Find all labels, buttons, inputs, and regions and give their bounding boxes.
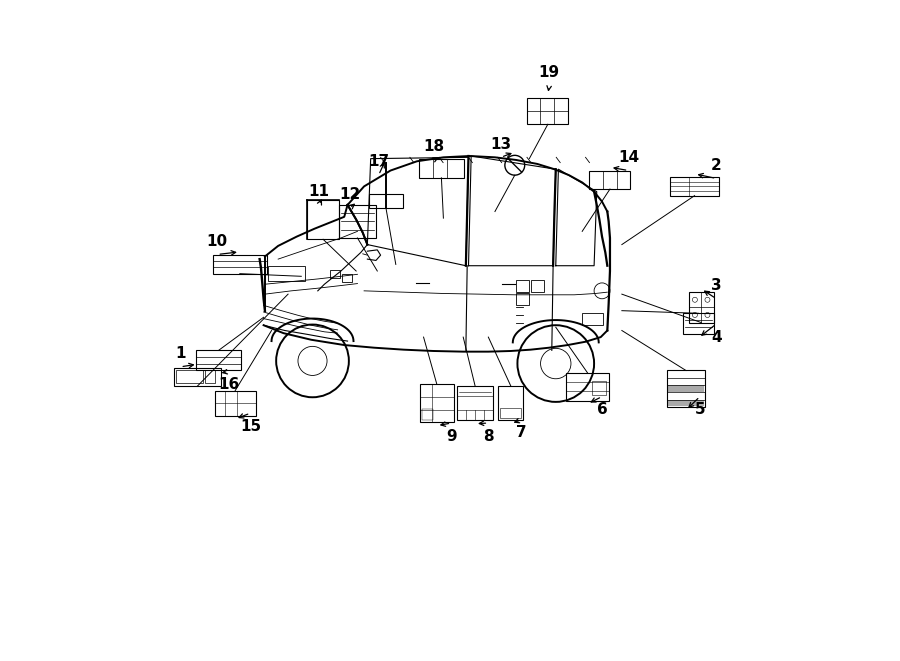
Text: 2: 2 xyxy=(711,158,722,173)
Bar xyxy=(582,313,603,325)
Bar xyxy=(499,386,524,420)
Bar xyxy=(668,385,705,391)
Text: 5: 5 xyxy=(695,403,706,417)
Bar xyxy=(592,381,606,395)
Text: 6: 6 xyxy=(597,403,608,417)
Bar xyxy=(307,200,339,239)
Bar xyxy=(590,171,631,189)
Bar xyxy=(516,280,529,292)
Text: 15: 15 xyxy=(239,419,261,434)
Bar xyxy=(329,270,339,278)
Text: 11: 11 xyxy=(309,184,329,199)
Bar xyxy=(527,98,568,124)
Bar xyxy=(421,409,433,420)
Bar xyxy=(688,292,714,323)
Bar xyxy=(516,293,529,305)
Bar xyxy=(419,384,454,422)
Text: 9: 9 xyxy=(446,429,456,444)
Text: 4: 4 xyxy=(711,330,722,344)
Text: 8: 8 xyxy=(483,429,494,444)
Bar xyxy=(339,205,375,238)
Bar xyxy=(176,370,202,383)
Bar xyxy=(204,370,215,383)
Bar xyxy=(418,159,464,178)
Text: 10: 10 xyxy=(207,234,228,249)
Bar xyxy=(174,368,221,386)
Bar xyxy=(212,255,267,274)
Text: 18: 18 xyxy=(423,139,444,154)
Bar xyxy=(566,373,609,401)
Text: 13: 13 xyxy=(491,137,511,151)
Bar xyxy=(196,350,241,370)
Text: 12: 12 xyxy=(339,188,360,202)
Bar xyxy=(369,194,403,208)
Bar xyxy=(457,386,493,420)
Bar xyxy=(683,313,715,334)
Text: 1: 1 xyxy=(176,346,185,361)
Bar xyxy=(342,274,352,282)
Bar xyxy=(668,399,705,406)
Text: 16: 16 xyxy=(218,377,239,392)
Bar xyxy=(268,266,304,281)
Text: 7: 7 xyxy=(516,426,526,440)
Bar xyxy=(670,177,719,196)
Bar xyxy=(531,280,544,292)
Text: 19: 19 xyxy=(538,65,560,80)
Bar xyxy=(667,370,705,407)
Bar xyxy=(500,408,521,418)
Bar xyxy=(215,391,256,416)
Text: 3: 3 xyxy=(711,278,722,293)
Text: 14: 14 xyxy=(618,150,639,165)
Text: 17: 17 xyxy=(368,155,389,169)
